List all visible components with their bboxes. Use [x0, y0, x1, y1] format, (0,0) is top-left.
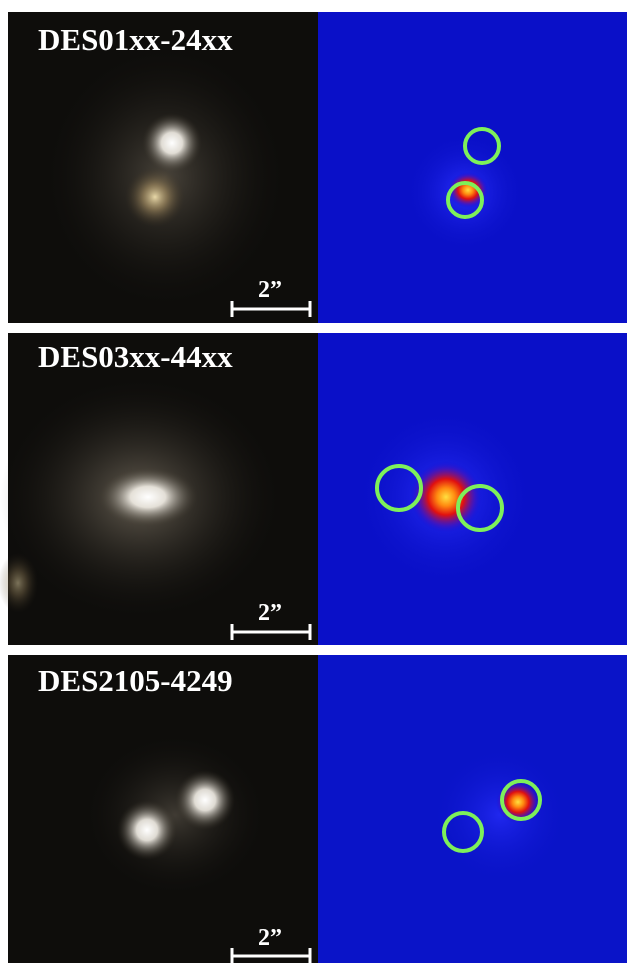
panel-row: DES01xx-24xx 2” — [8, 12, 627, 323]
scale-label: 2” — [258, 925, 282, 951]
scale-label: 2” — [258, 600, 282, 626]
figure: DES01xx-24xx 2” DES03xx-44xx 2” DES2105-… — [0, 0, 627, 963]
panel-label: DES01xx-24xx — [38, 22, 233, 57]
panel-label: DES03xx-44xx — [38, 339, 233, 374]
panel-row: DES03xx-44xx 2” — [0, 333, 627, 645]
scale-label: 2” — [258, 277, 282, 303]
panel-label: DES2105-4249 — [38, 663, 233, 698]
panel-row: DES2105-4249 2” — [8, 655, 627, 963]
